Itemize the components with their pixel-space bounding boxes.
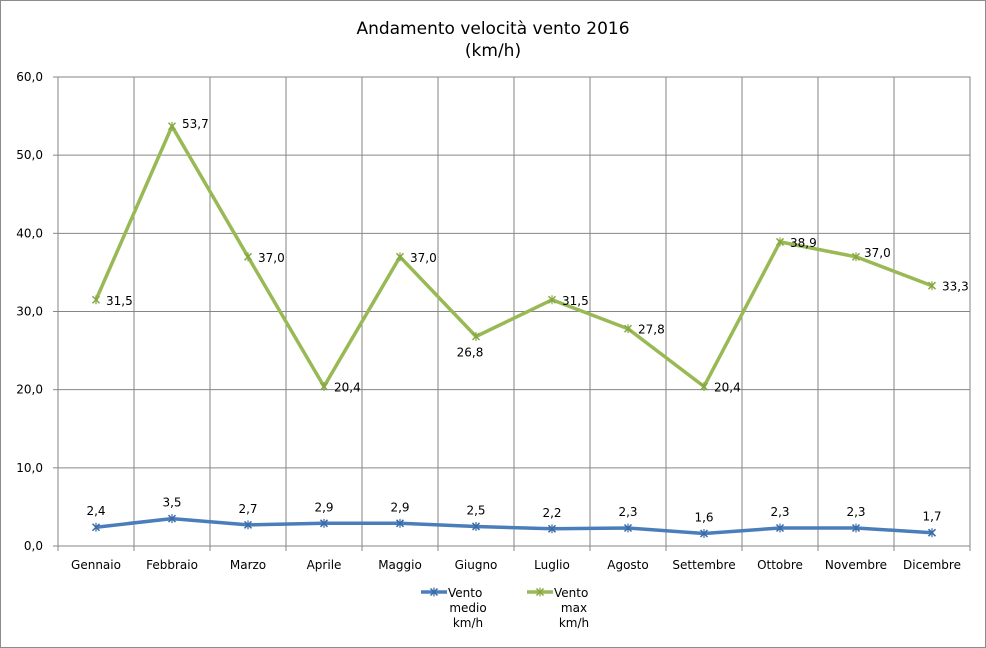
data-point bbox=[91, 522, 101, 532]
data-point bbox=[775, 523, 785, 533]
data-point bbox=[623, 324, 633, 334]
legend-label: km/h bbox=[453, 616, 483, 630]
data-point bbox=[395, 252, 405, 262]
data-label: 37,0 bbox=[864, 246, 891, 260]
data-label: 2,2 bbox=[542, 506, 561, 520]
data-point bbox=[319, 518, 329, 528]
data-label: 33,3 bbox=[942, 280, 969, 294]
data-label: 2,9 bbox=[314, 500, 333, 514]
data-label: 20,4 bbox=[714, 381, 741, 395]
data-point bbox=[167, 514, 177, 524]
data-point bbox=[623, 523, 633, 533]
data-label: 53,7 bbox=[182, 117, 209, 131]
data-label: 2,9 bbox=[390, 500, 409, 514]
data-label: 31,5 bbox=[562, 294, 589, 308]
y-tick-label: 20,0 bbox=[16, 383, 43, 397]
x-tick-label: Aprile bbox=[307, 558, 342, 572]
chart-subtitle: (km/h) bbox=[465, 41, 521, 61]
data-label: 37,0 bbox=[410, 251, 437, 265]
x-tick-label: Luglio bbox=[534, 558, 570, 572]
data-point bbox=[927, 528, 937, 538]
series-line bbox=[94, 124, 933, 389]
data-point bbox=[699, 528, 709, 538]
y-tick-label: 0,0 bbox=[24, 539, 43, 553]
data-point bbox=[167, 121, 177, 131]
data-point bbox=[851, 523, 861, 533]
data-label: 2,3 bbox=[770, 505, 789, 519]
data-label: 1,7 bbox=[922, 510, 941, 524]
data-label: 26,8 bbox=[457, 346, 484, 360]
x-tick-label: Ottobre bbox=[757, 558, 803, 572]
y-tick-label: 30,0 bbox=[16, 305, 43, 319]
x-tick-label: Novembre bbox=[825, 558, 887, 572]
y-tick-label: 60,0 bbox=[16, 70, 43, 84]
x-tick-label: Agosto bbox=[607, 558, 648, 572]
data-label: 2,5 bbox=[466, 503, 485, 517]
x-tick-label: Dicembre bbox=[903, 558, 961, 572]
y-tick-label: 40,0 bbox=[16, 226, 43, 240]
data-point bbox=[471, 332, 481, 342]
data-point bbox=[471, 521, 481, 531]
data-label: 38,9 bbox=[790, 236, 817, 250]
data-label: 3,5 bbox=[162, 496, 181, 510]
data-point bbox=[775, 237, 785, 247]
chart-title: Andamento velocità vento 2016 bbox=[356, 19, 629, 39]
data-label: 31,5 bbox=[106, 294, 133, 308]
series-line bbox=[95, 516, 933, 536]
y-tick-label: 50,0 bbox=[16, 148, 43, 162]
data-point bbox=[927, 281, 937, 291]
x-tick-label: Marzo bbox=[230, 558, 266, 572]
data-label: 2,4 bbox=[86, 504, 105, 518]
x-tick-label: Febbraio bbox=[146, 558, 198, 572]
data-point bbox=[395, 518, 405, 528]
legend-label: km/h bbox=[559, 616, 589, 630]
legend-label: Vento bbox=[554, 586, 588, 600]
data-point bbox=[91, 295, 101, 305]
data-point bbox=[547, 295, 557, 305]
legend-label: medio bbox=[449, 601, 486, 615]
legend-label: max bbox=[561, 601, 587, 615]
data-point bbox=[547, 524, 557, 534]
x-tick-label: Maggio bbox=[378, 558, 422, 572]
data-label: 20,4 bbox=[334, 381, 361, 395]
data-label: 2,7 bbox=[238, 502, 257, 516]
data-label: 2,3 bbox=[618, 505, 637, 519]
y-tick-label: 10,0 bbox=[16, 461, 43, 475]
data-label: 27,8 bbox=[638, 323, 665, 337]
x-tick-label: Gennaio bbox=[71, 558, 121, 572]
data-label: 37,0 bbox=[258, 251, 285, 265]
data-point bbox=[243, 252, 253, 262]
data-point bbox=[535, 587, 545, 597]
data-point bbox=[319, 382, 329, 392]
data-label: 1,6 bbox=[694, 510, 713, 524]
data-point bbox=[243, 520, 253, 530]
data-point bbox=[429, 587, 439, 597]
data-point bbox=[851, 252, 861, 262]
legend-label: Vento bbox=[448, 586, 482, 600]
x-tick-label: Giugno bbox=[455, 558, 498, 572]
data-point bbox=[699, 382, 709, 392]
x-tick-label: Settembre bbox=[672, 558, 735, 572]
data-label: 2,3 bbox=[846, 505, 865, 519]
